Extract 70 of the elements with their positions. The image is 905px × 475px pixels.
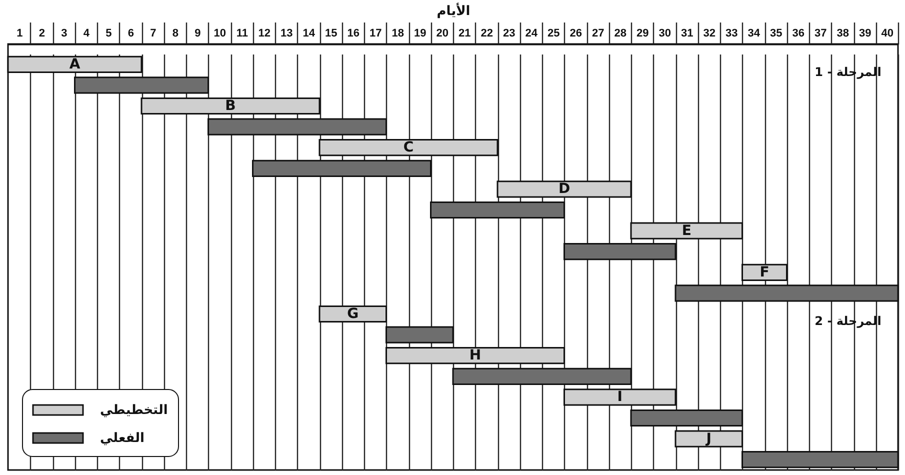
x-tick-label: 24 [525, 28, 538, 40]
bar [386, 326, 454, 344]
x-tick-label: 13 [280, 28, 293, 40]
x-tick-label: 26 [570, 28, 582, 40]
x-tick-label: 16 [347, 28, 360, 40]
x-tick-label: 18 [392, 28, 404, 40]
x-tick-label: 15 [325, 28, 338, 40]
x-tick-label: 33 [726, 28, 738, 40]
x-tick-label: 17 [370, 28, 382, 40]
x-tick-label: 35 [770, 28, 782, 40]
x-tick-label: 5 [106, 28, 112, 40]
x-tick-label: 27 [592, 28, 604, 40]
x-tick-label: 23 [503, 28, 516, 40]
x-tick-label: 21 [458, 28, 471, 40]
x-tick-label: 36 [792, 28, 804, 40]
x-tick-label: 25 [548, 28, 560, 40]
x-tick-label: 30 [658, 28, 671, 40]
x-tick-label: 3 [61, 28, 68, 40]
bar [252, 160, 432, 177]
x-tick-label: 6 [128, 28, 134, 40]
x-tick-label: 22 [480, 28, 493, 40]
x-tick-label: 7 [150, 28, 156, 40]
x-tick-label: 39 [859, 28, 872, 40]
x-tick-label: 1 [16, 28, 23, 40]
y-tick-label: G [347, 306, 359, 322]
x-tick-label: 2 [38, 28, 45, 40]
y-tick-label: D [558, 181, 570, 198]
bar [452, 368, 632, 385]
bar [318, 139, 498, 156]
bar [318, 305, 387, 323]
x-tick-label: 19 [414, 28, 426, 40]
x-tick-label: 38 [836, 28, 849, 40]
y-tick-label: F [760, 264, 770, 280]
y-tick-label: E [682, 222, 692, 239]
bar [564, 388, 676, 406]
x-tick-label: 20 [436, 28, 448, 40]
bar [74, 76, 209, 94]
x-tick-label: 40 [881, 28, 894, 40]
x-tick-label: 28 [614, 28, 626, 40]
bar [564, 243, 676, 260]
bar [208, 118, 387, 136]
bar [674, 430, 743, 448]
y-tick-label: J [705, 430, 712, 447]
bar [742, 264, 788, 281]
legend-label: الفعلي [100, 431, 144, 446]
x-tick-label: 9 [194, 28, 201, 40]
x-tick-label: 32 [703, 28, 716, 40]
x-tick-label: 14 [302, 28, 316, 40]
x-tick-label: 37 [814, 28, 827, 40]
bar [630, 222, 743, 240]
bar [140, 97, 320, 115]
y-tick-label: C [403, 140, 414, 156]
x-tick-label: 29 [636, 28, 649, 40]
x-tick-label: 10 [214, 28, 226, 40]
bar [430, 201, 565, 219]
x-tick-label: 34 [748, 28, 761, 40]
x-tick-label: 31 [681, 28, 694, 40]
legend-label: التخطيطي [100, 403, 168, 418]
bar [496, 180, 632, 198]
x-tick-label: 4 [83, 28, 90, 40]
y-tick-label: A [69, 56, 80, 72]
y-tick-label: H [469, 348, 482, 364]
x-axis-title: الأيام [436, 2, 470, 19]
y-tick-label: B [225, 98, 236, 114]
bar [386, 347, 565, 364]
x-tick-label: 8 [172, 28, 178, 40]
y-tick-label: I [617, 389, 622, 406]
x-tick-label: 12 [258, 28, 270, 40]
x-tick-label: 11 [236, 28, 248, 40]
bar [630, 409, 743, 427]
